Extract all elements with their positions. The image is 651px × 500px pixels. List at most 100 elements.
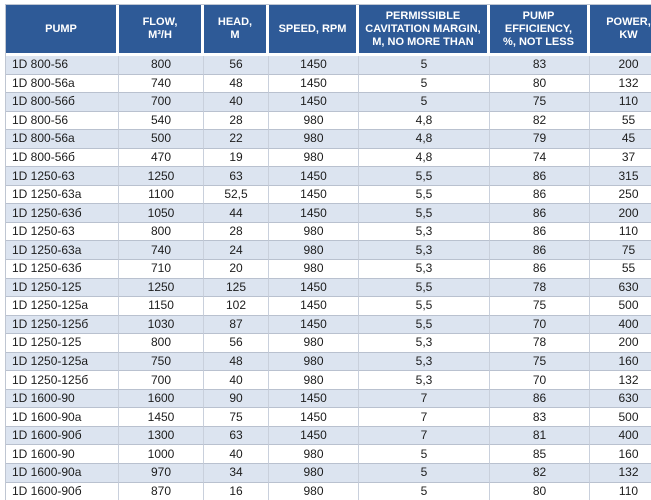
value-cell: 110 xyxy=(590,93,651,112)
pump-name-cell: 1D 1250-63б xyxy=(6,204,119,223)
pump-name-cell: 1D 1250-125б xyxy=(6,315,119,335)
table-row: 1D 1250-125 1250 125 1450 5,5 78 630 xyxy=(6,278,651,298)
value-cell: 980 xyxy=(269,445,359,465)
value-cell: 110 xyxy=(590,222,651,242)
table-row: 1D 1250-63a 1100 52,5 1450 5,5 86 250 xyxy=(6,185,651,205)
table-row: 1D 800-56a 740 48 1450 5 80 132 xyxy=(6,74,651,94)
table-row: 1D 800-56 540 28 980 4,8 82 55 xyxy=(6,111,651,131)
value-cell: 55 xyxy=(590,260,651,279)
value-cell: 125 xyxy=(204,278,269,298)
pump-name-cell: 1D 800-56 xyxy=(6,56,119,75)
value-cell: 45 xyxy=(590,130,651,149)
column-header: SPEED, RPM xyxy=(269,5,359,56)
value-cell: 1250 xyxy=(119,278,204,298)
value-cell: 80 xyxy=(490,74,590,94)
value-cell: 1150 xyxy=(119,297,204,316)
value-cell: 750 xyxy=(119,352,204,372)
value-cell: 74 xyxy=(490,148,590,168)
pump-name-cell: 1D 1250-63б xyxy=(6,260,119,279)
value-cell: 870 xyxy=(119,482,204,500)
value-cell: 1050 xyxy=(119,204,204,223)
value-cell: 970 xyxy=(119,464,204,483)
value-cell: 1450 xyxy=(269,315,359,335)
value-cell: 160 xyxy=(590,352,651,372)
value-cell: 1450 xyxy=(269,93,359,112)
value-cell: 5,3 xyxy=(359,241,490,261)
value-cell: 7 xyxy=(359,408,490,427)
value-cell: 5 xyxy=(359,74,490,94)
value-cell: 7 xyxy=(359,389,490,409)
value-cell: 400 xyxy=(590,426,651,446)
value-cell: 1450 xyxy=(269,389,359,409)
pump-name-cell: 1D 1600-90б xyxy=(6,426,119,446)
value-cell: 1450 xyxy=(119,408,204,427)
value-cell: 132 xyxy=(590,464,651,483)
table-row: 1D 1250-125б 700 40 980 5,3 70 132 xyxy=(6,371,651,390)
value-cell: 40 xyxy=(204,445,269,465)
value-cell: 980 xyxy=(269,148,359,168)
value-cell: 800 xyxy=(119,222,204,242)
value-cell: 1030 xyxy=(119,315,204,335)
value-cell: 980 xyxy=(269,464,359,483)
value-cell: 5,5 xyxy=(359,297,490,316)
table-row: 1D 1250-63 1250 63 1450 5,5 86 315 xyxy=(6,167,651,186)
value-cell: 800 xyxy=(119,334,204,353)
value-cell: 700 xyxy=(119,93,204,112)
value-cell: 110 xyxy=(590,482,651,500)
value-cell: 70 xyxy=(490,371,590,390)
table-body: 1D 800-56 800 56 1450 5 83 200 1D 800-56a 740 48 1… xyxy=(6,56,651,500)
pump-name-cell: 1D 1600-90б xyxy=(6,482,119,500)
value-cell: 40 xyxy=(204,93,269,112)
table-row: 1D 1600-90a 970 34 980 5 82 132 xyxy=(6,464,651,483)
value-cell: 75 xyxy=(490,297,590,316)
table-row: 1D 800-56 800 56 1450 5 83 200 xyxy=(6,56,651,75)
column-header: POWER, KW xyxy=(590,5,651,56)
value-cell: 700 xyxy=(119,371,204,390)
pump-name-cell: 1D 800-56a xyxy=(6,74,119,94)
value-cell: 28 xyxy=(204,222,269,242)
column-header: HEAD, M xyxy=(204,5,269,56)
value-cell: 980 xyxy=(269,371,359,390)
value-cell: 5 xyxy=(359,464,490,483)
value-cell: 400 xyxy=(590,315,651,335)
pump-name-cell: 1D 1600-90 xyxy=(6,445,119,465)
value-cell: 160 xyxy=(590,445,651,465)
column-header: PERMISSIBLE CAVITATION MARGIN, M, NO MOR… xyxy=(359,5,490,56)
table-row: 1D 1250-125a 750 48 980 5,3 75 160 xyxy=(6,352,651,372)
column-header: PUMP EFFICIENCY, %, NOT LESS xyxy=(490,5,590,56)
value-cell: 500 xyxy=(590,297,651,316)
value-cell: 1100 xyxy=(119,185,204,205)
value-cell: 5,5 xyxy=(359,315,490,335)
pump-name-cell: 1D 800-56б xyxy=(6,148,119,168)
pump-name-cell: 1D 800-56 xyxy=(6,111,119,131)
value-cell: 980 xyxy=(269,222,359,242)
pump-name-cell: 1D 1600-90a xyxy=(6,408,119,427)
value-cell: 1450 xyxy=(269,74,359,94)
value-cell: 19 xyxy=(204,148,269,168)
table-row: 1D 1600-90б 1300 63 1450 7 81 400 xyxy=(6,426,651,446)
value-cell: 56 xyxy=(204,56,269,75)
value-cell: 16 xyxy=(204,482,269,500)
value-cell: 315 xyxy=(590,167,651,186)
pump-name-cell: 1D 1600-90 xyxy=(6,389,119,409)
value-cell: 980 xyxy=(269,241,359,261)
value-cell: 1300 xyxy=(119,426,204,446)
pump-specifications-table: PUMP FLOW, M³/H HEAD, M SPEED, RPM PERMISSIB… xyxy=(5,4,651,500)
value-cell: 5,5 xyxy=(359,204,490,223)
value-cell: 37 xyxy=(590,148,651,168)
value-cell: 1450 xyxy=(269,426,359,446)
value-cell: 70 xyxy=(490,315,590,335)
pump-name-cell: 1D 1250-125б xyxy=(6,371,119,390)
value-cell: 80 xyxy=(490,482,590,500)
value-cell: 78 xyxy=(490,278,590,298)
value-cell: 1450 xyxy=(269,185,359,205)
value-cell: 4,8 xyxy=(359,111,490,131)
value-cell: 63 xyxy=(204,426,269,446)
value-cell: 85 xyxy=(490,445,590,465)
table-row: 1D 1600-90 1600 90 1450 7 86 630 xyxy=(6,389,651,409)
value-cell: 980 xyxy=(269,130,359,149)
column-header: FLOW, M³/H xyxy=(119,5,204,56)
column-header: PUMP xyxy=(6,5,119,56)
value-cell: 75 xyxy=(490,93,590,112)
value-cell: 86 xyxy=(490,389,590,409)
